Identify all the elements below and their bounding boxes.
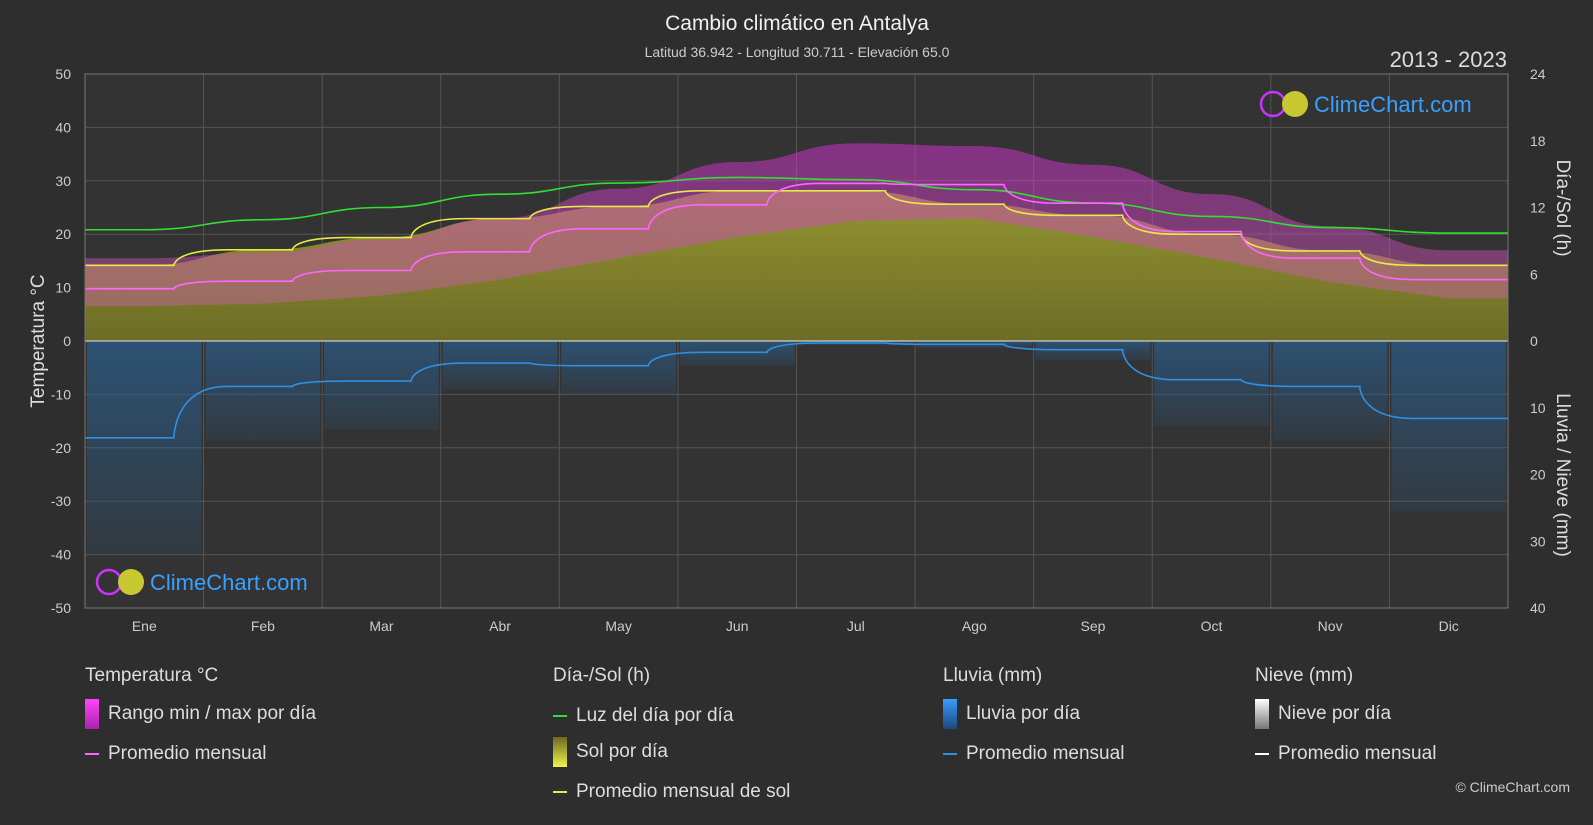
legend-item-sunshine: Sol por día: [553, 737, 668, 767]
rain-bar: [1272, 341, 1388, 441]
legend-label: Promedio mensual: [966, 743, 1125, 764]
legend-item-rain-avg: Promedio mensual: [943, 743, 1124, 765]
rain-bar: [561, 341, 676, 396]
legend-label: Promedio mensual: [1278, 743, 1437, 764]
x-tick-label: Ago: [962, 618, 987, 634]
y-right-top-tick-label: 6: [1530, 266, 1538, 282]
daylight-line: [85, 176, 1508, 234]
legend-swatch: [85, 753, 99, 755]
y-right-top-tick-label: 0: [1530, 333, 1538, 349]
axes: 50 40 30 20 10 0 -10 -20 -30 -40 -50 24 18 12 6 0 10 20 30…: [51, 66, 1546, 634]
legend-label: Promedio mensual: [108, 743, 267, 764]
y-axis-right-top-label: Día-/Sol (h): [1552, 159, 1573, 256]
legend-label: Sol por día: [576, 741, 668, 762]
x-tick-label: Sep: [1080, 618, 1105, 634]
y-right-top-tick-label: 12: [1530, 200, 1546, 216]
x-tick-label: Nov: [1318, 618, 1343, 634]
rain-avg-line: [85, 342, 1508, 439]
x-tick-label: Mar: [369, 618, 393, 634]
x-tick-label: Oct: [1201, 618, 1223, 634]
y-right-bottom-tick-label: 30: [1530, 533, 1546, 549]
y-left-tick-label: 0: [63, 333, 71, 349]
legend-label: Nieve por día: [1278, 703, 1392, 724]
legend-item-daylight: Luz del día por día: [553, 705, 733, 727]
legend-item-snow-avg: Promedio mensual: [1255, 743, 1436, 765]
logo-top[interactable]: ClimeChart.com: [1259, 90, 1472, 118]
x-tick-label: Jul: [847, 618, 865, 634]
logo-text-bottom: ClimeChart.com: [150, 570, 308, 595]
rain-bar: [679, 341, 795, 366]
rain-bar: [87, 341, 202, 554]
legend-swatch: [553, 737, 567, 767]
y-left-tick-label: -10: [51, 386, 71, 402]
temperature-range-area: [85, 143, 1508, 307]
x-tick-label: Dic: [1439, 618, 1459, 634]
legend-item-snow: Nieve por día: [1255, 699, 1391, 729]
year-range: 2013 - 2023: [1390, 47, 1507, 72]
legend-label: Lluvia por día: [966, 703, 1081, 724]
x-tick-label: Jun: [726, 618, 749, 634]
legend-label: Promedio mensual de sol: [576, 781, 791, 802]
legend-swatch: [943, 753, 957, 755]
x-tick-label: Ene: [132, 618, 157, 634]
y-right-bottom-tick-label: 40: [1530, 600, 1546, 616]
x-tick-label: Abr: [489, 618, 511, 634]
chart-subtitle: Latitud 36.942 - Longitud 30.711 - Eleva…: [645, 44, 950, 60]
legend-swatch: [85, 699, 99, 729]
legend-swatch: [1255, 753, 1269, 755]
y-left-tick-label: -40: [51, 547, 71, 563]
legend-item-temp-range: Rango min / max por día: [85, 699, 316, 729]
temp-range-fill: [85, 143, 1508, 307]
rain-bar: [1035, 341, 1151, 361]
y-right-bottom-tick-label: 20: [1530, 467, 1546, 483]
y-left-tick-label: 30: [55, 173, 71, 189]
y-left-tick-label: 50: [55, 66, 71, 82]
logo-bottom[interactable]: ClimeChart.com: [95, 568, 308, 596]
y-right-bottom-tick-label: 10: [1530, 400, 1546, 416]
plot-border: [84, 73, 1509, 609]
legend-swatch: [553, 791, 567, 793]
y-left-tick-label: 20: [55, 226, 71, 242]
legend-title-temperature: Temperatura °C: [85, 665, 219, 686]
x-tick-label: Feb: [251, 618, 275, 634]
logo-sun-icon: [118, 569, 144, 595]
chart-title: Cambio climático en Antalya: [665, 12, 929, 35]
legend-label: Luz del día por día: [576, 705, 734, 726]
legend-title-rain: Lluvia (mm): [943, 665, 1043, 686]
rain-bar: [205, 341, 321, 441]
legend-item-temp-avg: Promedio mensual: [85, 743, 266, 765]
series-lines: [85, 176, 1508, 439]
logo-text-top: ClimeChart.com: [1314, 92, 1472, 117]
copyright: © ClimeChart.com: [1455, 779, 1570, 795]
legend-title-daylight: Día-/Sol (h): [553, 665, 651, 686]
legend-item-rain: Lluvia por día: [943, 699, 1080, 729]
logo-sun-icon: [1282, 91, 1308, 117]
legend-item-sun-avg: Promedio mensual de sol: [553, 781, 790, 803]
temp-avg-line: [85, 182, 1508, 290]
legend-swatch: [943, 699, 957, 729]
legend-swatch: [553, 715, 567, 717]
y-axis-left-label: Temperatura °C: [28, 274, 49, 407]
y-left-tick-label: -50: [51, 600, 71, 616]
y-left-tick-label: 10: [55, 280, 71, 296]
x-tick-label: May: [605, 618, 631, 634]
y-left-tick-label: 40: [55, 119, 71, 135]
y-right-top-tick-label: 24: [1530, 66, 1546, 82]
y-left-tick-label: -30: [51, 493, 71, 509]
rain-bar: [324, 341, 439, 430]
y-left-tick-label: -20: [51, 440, 71, 456]
y-right-top-tick-label: 18: [1530, 133, 1546, 149]
legend-swatch: [1255, 699, 1269, 729]
legend-label: Rango min / max por día: [108, 703, 317, 724]
legend-title-snow: Nieve (mm): [1255, 665, 1354, 686]
rain-bar: [1391, 341, 1506, 512]
y-axis-right-bottom-label: Lluvia / Nieve (mm): [1552, 393, 1573, 557]
